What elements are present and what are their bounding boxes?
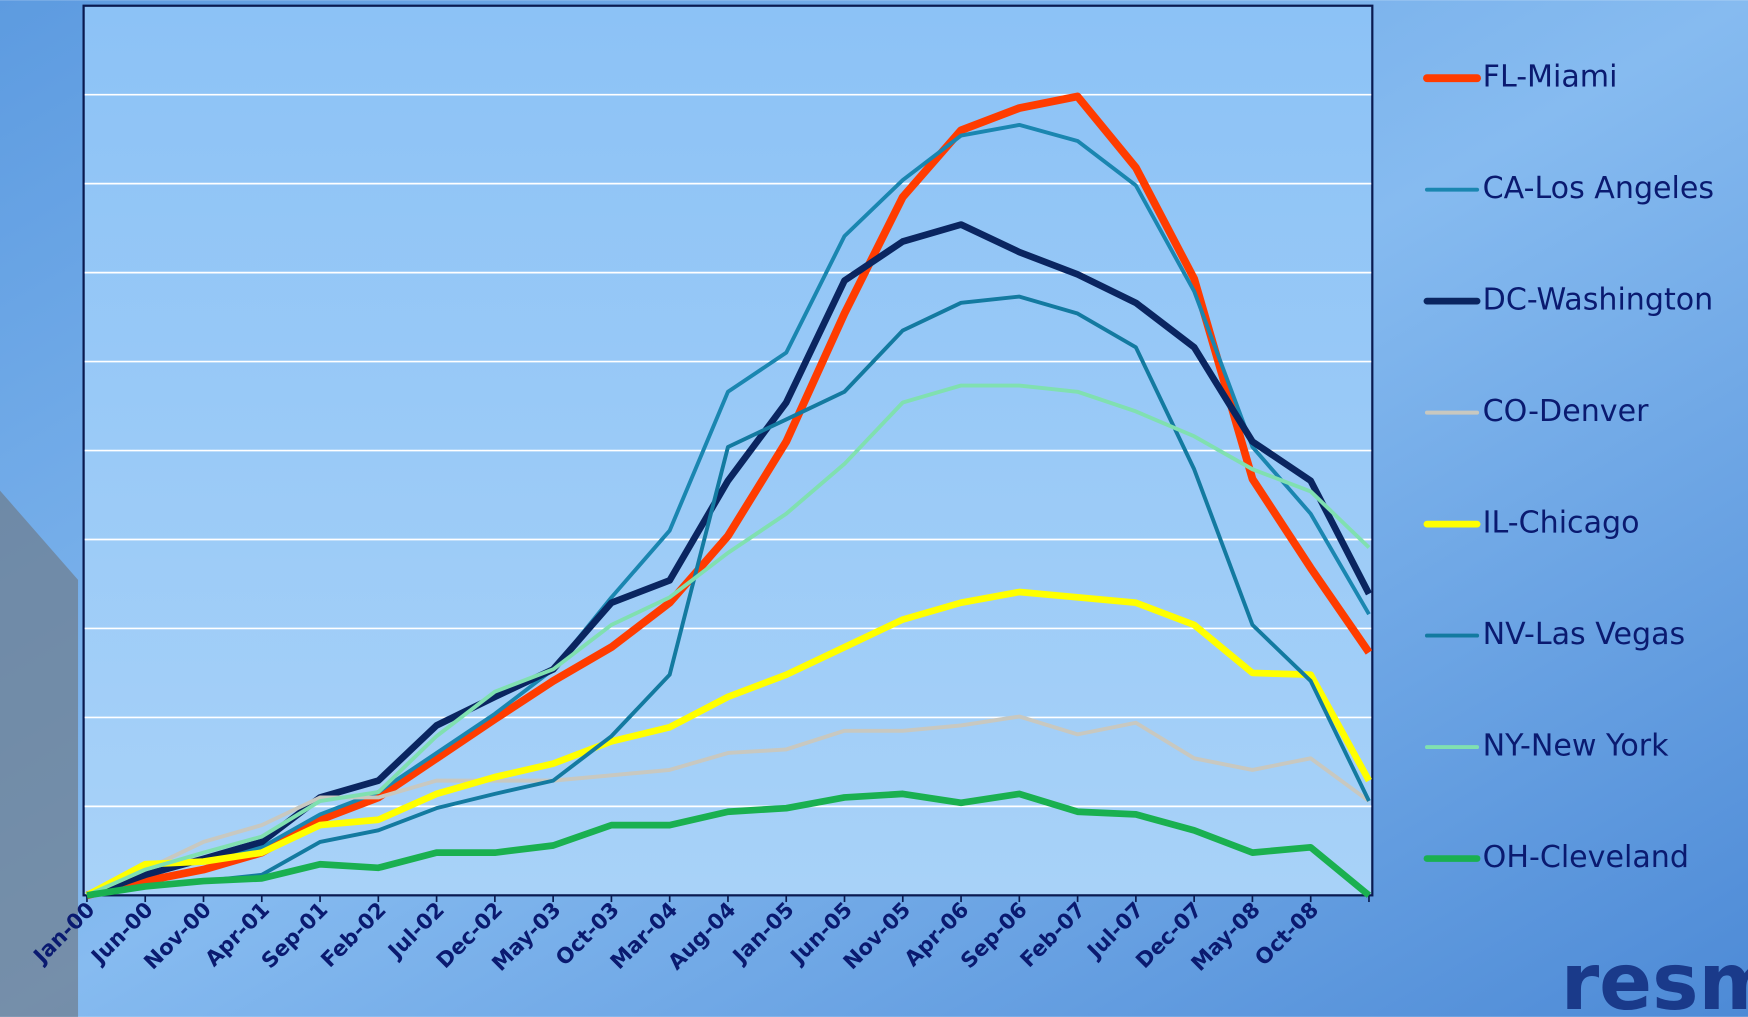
page: Jan-00Jun-00Nov-00Apr-01Sep-01Feb-02Jul-… — [0, 0, 1748, 1017]
chart: Jan-00Jun-00Nov-00Apr-01Sep-01Feb-02Jul-… — [0, 0, 1748, 1017]
legend-label: CO-Denver — [1483, 394, 1649, 429]
legend-label: NY-New York — [1483, 729, 1669, 764]
legend-label: DC-Washington — [1483, 283, 1714, 318]
legend-label: IL-Chicago — [1483, 506, 1640, 541]
legend-label: NV-Las Vegas — [1483, 617, 1686, 652]
legend-label: FL-Miami — [1483, 60, 1618, 95]
legend-label: CA-Los Angeles — [1483, 171, 1714, 206]
logo: resm — [1561, 938, 1748, 1017]
legend-label: OH-Cleveland — [1483, 840, 1689, 875]
